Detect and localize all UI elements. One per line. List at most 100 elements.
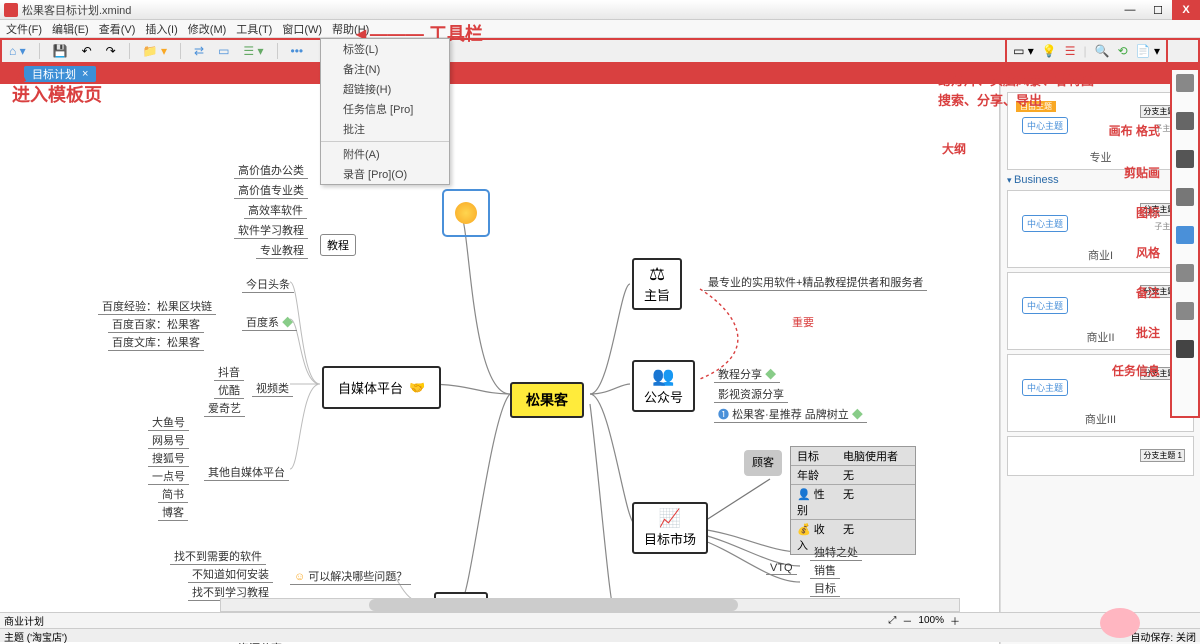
search-icon[interactable]: 🔍 [1095,44,1110,58]
link-icon[interactable]: ⇄ [191,43,207,59]
other-title[interactable]: 其他自媒体平台 [204,464,289,481]
maximize-button[interactable]: ☐ [1144,0,1172,20]
side-note-icon[interactable] [1176,264,1194,282]
branch-teach[interactable]: 教程 [320,234,356,256]
teach-item-0[interactable]: 高价值办公类 [234,162,308,179]
menu-edit[interactable]: 编辑(E) [52,21,89,37]
side-format-icon[interactable] [1176,112,1194,130]
h-scrollbar[interactable] [220,598,960,612]
dropdown-label[interactable]: 标签(L) [321,39,449,59]
official-item-2[interactable]: ❶ 松果客·星推荐 品牌树立 ◆ [714,406,867,423]
thumb-biz1[interactable]: 中心主题分支主题 1子主题 2 商业I [1007,190,1194,268]
side-comment-icon[interactable] [1176,302,1194,320]
zoom-controls[interactable]: ⤢ － 100% ＋ [888,612,960,628]
coin-box[interactable] [442,189,490,237]
window-title: 松果客目标计划.xmind [22,2,131,18]
menu-view[interactable]: 查看(V) [99,21,136,37]
thumb-more[interactable]: 分支主题 1 [1007,436,1194,476]
insert-dropdown: 标签(L) 备注(N) 超链接(H) 任务信息 [Pro] 批注 附件(A) 录… [320,38,450,185]
business-section[interactable]: Business [1007,174,1194,186]
dropdown-taskinfo[interactable]: 任务信息 [Pro] [321,99,449,119]
redo-icon[interactable]: ↷ [103,43,119,59]
side-style-icon[interactable] [1176,226,1194,244]
thumb-biz3[interactable]: 中心主题分支主题 1 商业III [1007,354,1194,432]
market-item-0[interactable]: 独特之处 [810,544,862,561]
share-icon[interactable]: ⟲ [1118,44,1128,58]
dropdown-audio[interactable]: 录音 [Pro](O) [321,164,449,184]
market-item-2[interactable]: 目标 [810,580,840,597]
brainstorm-icon[interactable]: 💡 [1042,44,1057,58]
list-icon[interactable]: ☰ ▾ [240,43,266,59]
zoom-out-icon[interactable]: － [902,613,912,628]
slideshow-icon[interactable]: ▭ ▾ [1013,44,1034,58]
zoom-fit-icon[interactable]: ⤢ [888,615,896,626]
q1-title[interactable]: ☺ 可以解决哪些问题？ [290,568,411,585]
official-item-0[interactable]: 教程分享 ◆ [714,366,780,383]
app-icon [4,3,18,17]
teach-item-3[interactable]: 软件学习教程 [234,222,308,239]
home-icon[interactable]: ⌂ ▾ [6,43,29,59]
teach-item-4[interactable]: 专业教程 [256,242,308,259]
other-item-0[interactable]: 大鱼号 [148,414,189,431]
dropdown-attach[interactable]: 附件(A) [321,144,449,164]
baidu-title[interactable]: 百度系 ◆ [242,314,297,331]
branch-media-label: 自媒体平台 [338,378,403,397]
box-icon[interactable]: ▭ [215,43,232,59]
menu-insert[interactable]: 插入(I) [145,21,177,37]
teach-item-1[interactable]: 高价值专业类 [234,182,308,199]
menu-window[interactable]: 窗口(W) [282,21,322,37]
thumb-biz2[interactable]: 中心主题分支主题 1 商业II [1007,272,1194,350]
menu-file[interactable]: 文件(F) [6,21,42,37]
baidu-item-0[interactable]: 百度经验：松果区块链 [98,298,216,315]
official-item-1[interactable]: 影视资源分享 [714,386,788,403]
other-item-3[interactable]: 一点号 [148,468,189,485]
branch-official[interactable]: 👥 公众号 [632,360,695,412]
dropdown-comment[interactable]: 批注 [321,119,449,139]
customer-box[interactable]: 顾客 [744,450,782,476]
vtq-label[interactable]: VTQ [766,562,797,575]
dropdown-link[interactable]: 超链接(H) [321,79,449,99]
branch-media[interactable]: 自媒体平台 🤝 [322,366,441,409]
side-outline-icon[interactable] [1176,74,1194,92]
dropdown-note[interactable]: 备注(N) [321,59,449,79]
side-marker-icon[interactable] [1176,188,1194,206]
minimize-button[interactable]: — [1116,0,1144,20]
annot-notes: 备注 [1136,284,1160,301]
branch-target[interactable]: 📈 目标市场 [632,502,708,554]
video-item-2[interactable]: 爱奇艺 [204,400,245,417]
other-item-5[interactable]: 博客 [158,504,188,521]
folder-icon[interactable]: 📁 ▾ [140,43,170,59]
save-icon[interactable]: 💾 [50,43,71,59]
baidu-item-1[interactable]: 百度百家：松果客 [108,316,204,333]
video-item-0[interactable]: 抖音 [214,364,244,381]
other-item-4[interactable]: 简书 [158,486,188,503]
side-task-icon[interactable] [1176,340,1194,358]
zoom-in-icon[interactable]: ＋ [950,613,960,628]
market-item-1[interactable]: 销售 [810,562,840,579]
q1-item-1[interactable]: 不知道如何安装 [188,566,273,583]
center-topic[interactable]: 松果客 [510,382,584,418]
menu-tools[interactable]: 工具(T) [236,21,272,37]
close-button[interactable]: X [1172,0,1200,20]
menu-modify[interactable]: 修改(M) [188,21,227,37]
side-image-icon[interactable] [1176,150,1194,168]
scales-icon: ⚖ [644,264,670,285]
other-item-1[interactable]: 网易号 [148,432,189,449]
gantt-icon[interactable]: ☰ [1065,44,1076,58]
video-title[interactable]: 视频类 [252,380,293,397]
customer-table[interactable]: 目标电脑使用者 年龄无 👤 性别无 💰 收入无 [790,446,916,555]
menubar: 文件(F) 编辑(E) 查看(V) 插入(I) 修改(M) 工具(T) 窗口(W… [0,20,1200,38]
gist-text[interactable]: 最专业的实用软件+精品教程提供者和服务者 [704,274,927,291]
undo-icon[interactable]: ↶ [79,43,95,59]
export-icon[interactable]: 📄 ▾ [1136,44,1160,58]
canvas[interactable]: 松果客 自媒体平台 🤝 教程 高价值办公类 高价值专业类 高效率软件 软件学习教… [0,84,1000,644]
other-item-2[interactable]: 搜狐号 [148,450,189,467]
more-icon[interactable]: ••• [288,43,307,59]
today-title[interactable]: 今日头条 [242,276,294,293]
teach-item-2[interactable]: 高效率软件 [244,202,307,219]
q1-item-0[interactable]: 找不到需要的软件 [170,548,266,565]
video-item-1[interactable]: 优酷 [214,382,244,399]
branch-gist[interactable]: ⚖ 主旨 [632,258,682,310]
baidu-item-2[interactable]: 百度文库：松果客 [108,334,204,351]
annot-style: 风格 [1136,244,1160,261]
